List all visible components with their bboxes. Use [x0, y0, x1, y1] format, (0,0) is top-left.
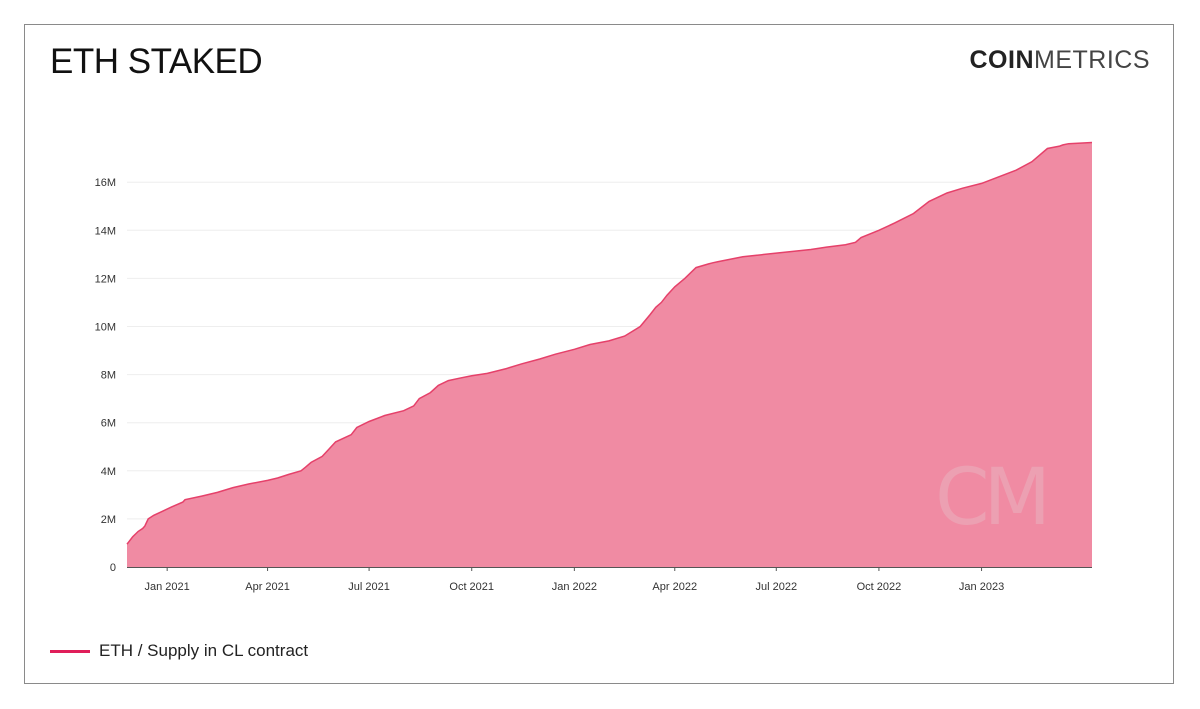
y-tick-label: 16M: [95, 177, 116, 189]
x-tick-label: Jan 2021: [145, 581, 190, 593]
y-tick-label: 8M: [101, 370, 116, 382]
y-tick-label: 14M: [95, 225, 116, 237]
x-tick-label: Jan 2023: [959, 581, 1004, 593]
x-tick-label: Oct 2021: [449, 581, 494, 593]
x-tick-label: Jul 2022: [755, 581, 797, 593]
chart-title: ETH STAKED: [50, 42, 263, 81]
series-line: [126, 141, 1093, 545]
x-tick-label: Jul 2021: [348, 581, 390, 593]
series-area: [127, 142, 1092, 567]
x-tick-label: Apr 2021: [245, 581, 290, 593]
x-axis: Jan 2021 Apr 2021 Jul 2021 Oct 2021 Jan 2022…: [127, 567, 1092, 593]
x-tick-label: Apr 2022: [652, 581, 697, 593]
legend: ETH / Supply in CL contract: [50, 639, 308, 663]
legend-swatch: [50, 649, 90, 653]
logo-bold-text: COIN: [969, 46, 1034, 74]
x-tick-label: Oct 2022: [857, 581, 902, 593]
logo-light-text: METRICS: [1034, 46, 1150, 74]
plot-area: [126, 141, 1093, 567]
y-tick-label: 6M: [101, 418, 116, 430]
y-tick-label: 0: [110, 562, 116, 574]
y-axis: 0 2M 4M 6M 8M 10M 12M 14M 16M: [95, 177, 116, 574]
x-tick-label: Jan 2022: [552, 581, 597, 593]
legend-label: ETH / Supply in CL contract: [99, 641, 309, 660]
y-tick-label: 4M: [101, 466, 116, 478]
cm-watermark: CM: [935, 453, 1051, 543]
y-tick-label: 2M: [101, 514, 116, 526]
watermark-text: CM: [935, 453, 1045, 543]
y-tick-label: 10M: [95, 322, 116, 334]
y-tick-label: 12M: [95, 273, 116, 285]
coinmetrics-logo: COINMETRICS: [970, 46, 1151, 75]
